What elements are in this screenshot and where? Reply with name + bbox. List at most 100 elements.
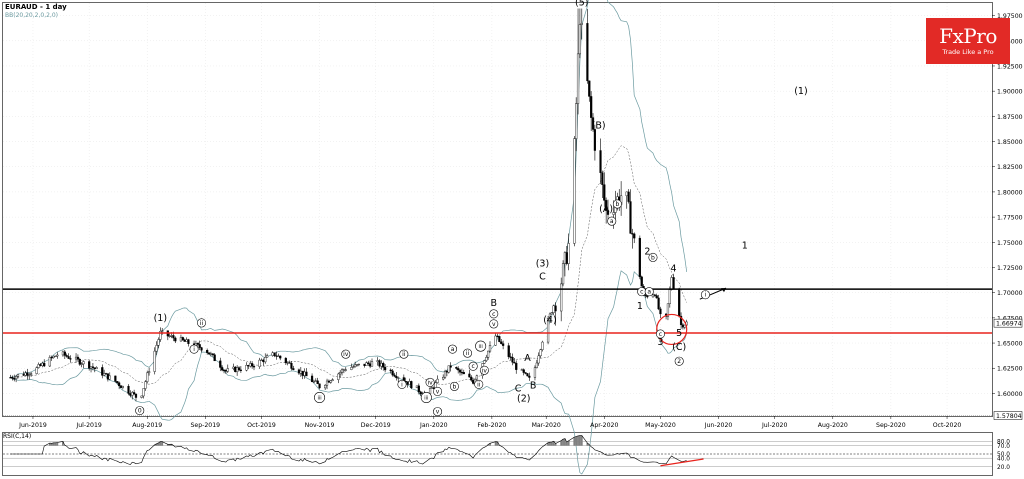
candle-body <box>292 368 295 370</box>
candle-body <box>277 355 280 357</box>
candle-body <box>633 233 636 239</box>
candle-body <box>221 367 224 371</box>
x-tick-label: Jun-2020 <box>704 422 733 429</box>
candle-body <box>134 393 138 398</box>
logo-brand: FxPro <box>939 24 997 48</box>
candle-body <box>249 363 252 367</box>
candle-body <box>127 385 130 394</box>
y-tick-label: 1.65000 <box>997 341 1023 348</box>
last-price-label: 1.66974 <box>996 320 1022 327</box>
wave-label: 4 <box>671 264 677 275</box>
candle-body <box>546 318 550 343</box>
x-tick-label: Sep-2020 <box>876 422 906 429</box>
candle-body <box>144 381 147 389</box>
candle-body <box>370 361 374 367</box>
candle-body <box>157 339 160 346</box>
candle-body <box>224 369 227 372</box>
candle-body <box>258 359 261 367</box>
candle-body <box>236 367 239 373</box>
candle-body <box>316 380 319 385</box>
wave-label: B <box>530 380 537 391</box>
candle-body <box>213 354 216 362</box>
wave-label: b <box>453 383 457 390</box>
symbol-label: EURAUD - 1 day <box>5 3 67 11</box>
candle-body <box>507 345 510 357</box>
candle-body <box>515 362 518 370</box>
candle-body <box>275 355 278 357</box>
date-axis: Jun-2019 Jul-2019 Aug-2019 Sep-2019 Oct-2019… <box>18 416 961 429</box>
wave-label-circle <box>607 216 617 226</box>
wave-label: C <box>515 383 522 394</box>
wave-label: (A) <box>599 204 613 215</box>
candle-body <box>207 352 211 355</box>
candle-body <box>54 355 57 358</box>
candle-body <box>63 351 66 356</box>
rsi-panel-frame <box>2 432 993 476</box>
x-tick-label: May-2020 <box>645 422 676 429</box>
wave-label-circle <box>425 377 435 387</box>
wave-label: v <box>492 321 496 328</box>
candle-body <box>378 360 381 367</box>
candle-body <box>535 362 538 368</box>
candle-body <box>155 345 158 352</box>
candle-body <box>314 380 317 382</box>
wave-label: A <box>524 353 531 364</box>
rsi-tick-label: 70.0 <box>997 444 1010 450</box>
wave-label-circle <box>489 319 499 329</box>
candle-body <box>640 276 643 287</box>
candle-body <box>9 377 12 379</box>
candle-body <box>121 385 124 388</box>
candle-body <box>131 392 134 396</box>
wave-label: 2 <box>644 246 650 257</box>
candle-body <box>436 378 439 383</box>
candle-body <box>483 360 486 364</box>
candle-body <box>103 373 106 376</box>
candle-body <box>355 364 359 366</box>
candle-body <box>502 343 505 346</box>
candle-body <box>457 368 460 371</box>
candle-body <box>101 367 104 376</box>
wave-label: b <box>651 254 655 261</box>
wave-label: b <box>615 201 619 208</box>
wave-label-circle <box>463 348 473 358</box>
y-tick-label: 1.62500 <box>997 366 1023 373</box>
candle-body <box>301 370 304 376</box>
candle-body <box>41 362 44 366</box>
wave-label: ii <box>200 320 204 327</box>
candle-body <box>24 372 27 376</box>
wave-label: (C) <box>672 342 686 353</box>
candle-body <box>344 369 347 371</box>
wave-label: 3 <box>657 337 663 348</box>
candle-body <box>443 370 447 378</box>
wave-label-circle <box>489 309 499 319</box>
wave-label: v <box>436 388 440 395</box>
x-tick-label: Aug-2020 <box>818 422 848 429</box>
candle-body <box>16 374 20 377</box>
candle-body <box>172 335 175 339</box>
candle-body <box>252 366 256 368</box>
low-price-label: 1.57804 <box>996 413 1022 420</box>
candle-body <box>363 363 366 366</box>
candle-body <box>683 324 686 328</box>
wave-label-circle <box>341 349 351 359</box>
wave-label: i <box>705 292 707 299</box>
candle-body <box>327 380 331 383</box>
x-tick-label: Feb-2020 <box>477 422 506 429</box>
wave-label-circle <box>397 379 407 389</box>
wave-label-circle <box>448 344 458 354</box>
candle-body <box>67 356 70 359</box>
rsi-divergence-line <box>660 458 704 467</box>
wave-label-circle <box>135 406 145 416</box>
candle-body <box>428 388 432 394</box>
candle-body <box>550 312 553 315</box>
candle-body <box>133 392 136 395</box>
bollinger-upper <box>10 0 688 378</box>
candle-body <box>325 380 329 386</box>
candle-body <box>578 24 582 55</box>
candle-body <box>537 355 540 364</box>
candle-body <box>104 373 108 375</box>
candle-body <box>612 212 615 215</box>
candle-body <box>415 385 419 389</box>
candle-body <box>161 330 164 332</box>
candle-body <box>95 367 98 370</box>
